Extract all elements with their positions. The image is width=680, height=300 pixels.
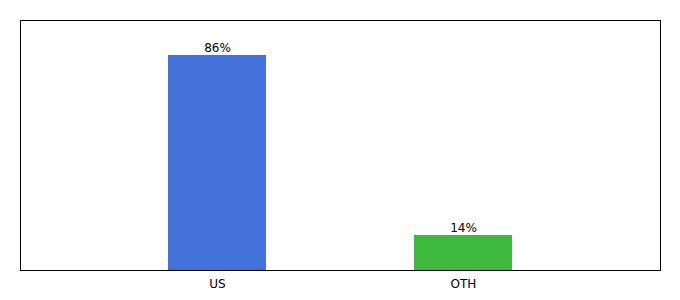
- svg-text:86%: 86%: [204, 41, 231, 55]
- svg-text:OTH: OTH: [451, 277, 477, 291]
- svg-text:14%: 14%: [450, 221, 477, 235]
- svg-text:US: US: [209, 277, 225, 291]
